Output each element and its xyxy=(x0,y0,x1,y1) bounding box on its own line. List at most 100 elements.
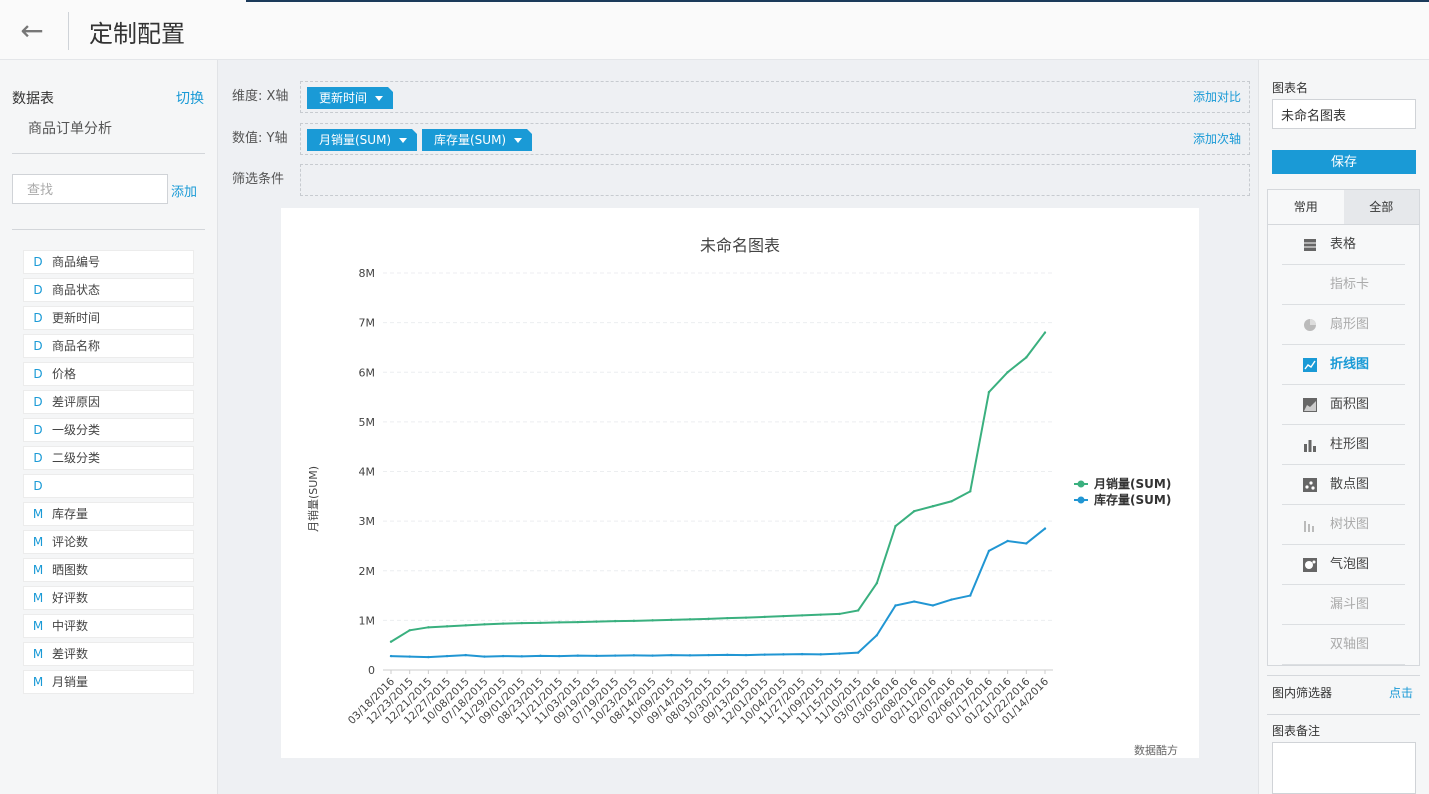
field-name: 中评数 xyxy=(52,619,89,633)
chart-type-label: 散点图 xyxy=(1330,477,1370,492)
field-item[interactable]: M 评论数 xyxy=(23,530,194,554)
data-point xyxy=(1006,371,1009,374)
value-pill-label: 月销量(SUM) xyxy=(319,133,392,147)
bubble-icon xyxy=(1303,558,1317,572)
y-tick-label: 3M xyxy=(359,515,376,528)
chart-note-textarea[interactable] xyxy=(1272,742,1416,794)
data-point xyxy=(744,653,748,657)
y-tick-label: 0 xyxy=(368,664,375,677)
inner-filter-click-link[interactable]: 点击 xyxy=(1389,686,1414,700)
chart-series xyxy=(389,331,1047,659)
chart-type-label: 漏斗图 xyxy=(1330,597,1370,612)
data-point xyxy=(632,619,636,623)
field-item[interactable]: M 好评数 xyxy=(23,586,194,610)
field-name: 差评数 xyxy=(52,647,89,661)
field-name: 二级分类 xyxy=(52,451,101,465)
data-point xyxy=(744,616,748,619)
data-point xyxy=(800,614,804,617)
chart-type-item[interactable]: 柱形图 xyxy=(1282,425,1405,465)
field-type-badge: D xyxy=(33,479,43,493)
field-name: 月销量 xyxy=(52,675,89,689)
chart-type-label: 指标卡 xyxy=(1330,277,1370,292)
field-item[interactable]: D 差评原因 xyxy=(23,390,194,414)
data-point xyxy=(483,655,486,658)
chart-type-item[interactable]: 散点图 xyxy=(1282,465,1405,505)
y-tick-label: 5M xyxy=(359,416,376,429)
field-item[interactable]: D 商品状态 xyxy=(23,278,194,302)
chart-type-label: 面积图 xyxy=(1330,397,1370,412)
chart-watermark: 数据酷方 xyxy=(1134,743,1178,757)
chart-type-item[interactable]: 面积图 xyxy=(1282,385,1405,425)
field-item[interactable]: D 一级分类 xyxy=(23,418,194,442)
field-item[interactable]: M 库存量 xyxy=(23,502,194,526)
dimension-pill[interactable]: 更新时间 xyxy=(307,87,395,109)
chart-legend[interactable]: 月销量(SUM)库存量(SUM) xyxy=(1074,476,1171,507)
chart-type-label: 柱形图 xyxy=(1330,437,1370,452)
caret-down-icon xyxy=(514,138,523,143)
tab-common[interactable]: 常用 xyxy=(1268,190,1344,224)
data-point xyxy=(782,614,785,618)
field-name: 一级分类 xyxy=(52,423,101,437)
legend-marker xyxy=(1077,480,1085,488)
y-tick-label: 2M xyxy=(359,565,376,578)
data-point xyxy=(987,390,991,394)
chart-type-item[interactable]: 折线图 xyxy=(1282,345,1405,385)
chart-type-item[interactable]: 气泡图 xyxy=(1282,545,1405,585)
add-field-link[interactable]: 添加 xyxy=(171,185,198,200)
data-point xyxy=(501,622,505,625)
data-point xyxy=(427,626,430,629)
save-button[interactable]: 保存 xyxy=(1272,150,1416,174)
field-item[interactable]: D 价格 xyxy=(23,362,194,386)
tab-all[interactable]: 全部 xyxy=(1343,190,1419,224)
field-name: 库存量 xyxy=(52,507,89,521)
data-point xyxy=(557,654,561,658)
value-pill-sales[interactable]: 月销量(SUM) xyxy=(307,129,419,151)
field-item[interactable]: D 更新时间 xyxy=(23,306,194,330)
field-item[interactable]: M 晒图数 xyxy=(23,558,194,582)
chart-type-item: 扇形图 xyxy=(1282,305,1405,345)
field-type-badge: M xyxy=(32,507,44,521)
data-point xyxy=(819,613,822,616)
add-compare-link[interactable]: 添加对比 xyxy=(1192,90,1241,104)
chart-name-label: 图表名 xyxy=(1272,81,1309,95)
chart-name-input[interactable] xyxy=(1272,99,1416,129)
area-chart-icon xyxy=(1303,398,1317,412)
field-item[interactable]: M 差评数 xyxy=(23,642,194,666)
dimension-dropzone[interactable]: 更新时间 添加对比 xyxy=(300,81,1250,113)
value-pill-stock[interactable]: 库存量(SUM) xyxy=(422,129,534,151)
field-item[interactable]: D xyxy=(23,474,194,498)
chart-type-label: 双轴图 xyxy=(1330,637,1370,652)
data-point xyxy=(931,604,935,607)
filter-dropzone[interactable] xyxy=(300,164,1250,196)
scatter-icon xyxy=(1303,478,1317,492)
legend-label[interactable]: 月销量(SUM) xyxy=(1093,476,1171,491)
pie-icon xyxy=(1304,319,1316,331)
chart-type-item: 漏斗图 xyxy=(1282,585,1405,625)
back-arrow-icon[interactable]: ← xyxy=(20,14,44,47)
data-point xyxy=(969,594,972,597)
data-point xyxy=(726,653,729,657)
data-point xyxy=(875,634,879,637)
field-type-badge: D xyxy=(33,395,43,409)
add-secondary-axis-link[interactable]: 添加次轴 xyxy=(1192,132,1241,146)
chart-type-item[interactable]: 表格 xyxy=(1282,225,1405,265)
field-item[interactable]: D 商品编号 xyxy=(23,250,194,274)
data-point xyxy=(483,623,486,626)
field-item[interactable]: D 商品名称 xyxy=(23,334,194,358)
field-item[interactable]: M 中评数 xyxy=(23,614,194,638)
switch-table-link[interactable]: 切换 xyxy=(176,91,204,107)
field-search-input[interactable] xyxy=(12,174,168,204)
chart-type-label: 气泡图 xyxy=(1330,557,1370,572)
value-dropzone[interactable]: 月销量(SUM) 库存量(SUM) 添加次轴 xyxy=(300,123,1250,155)
y-tick-label: 1M xyxy=(359,614,376,627)
legend-label[interactable]: 库存量(SUM) xyxy=(1094,492,1171,507)
data-point xyxy=(688,654,692,657)
chart-settings-panel: 图表名 保存 常用 全部 表格指标卡扇形图折线图面积图柱形图散点图树状图气泡图漏… xyxy=(1258,60,1429,794)
chart-type-item: 树状图 xyxy=(1282,505,1405,545)
data-point xyxy=(838,652,841,655)
top-accent-line xyxy=(246,0,1429,2)
field-item[interactable]: M 月销量 xyxy=(23,670,194,694)
series-line xyxy=(390,331,1046,643)
field-item[interactable]: D 二级分类 xyxy=(23,446,194,470)
series-line xyxy=(390,527,1046,659)
